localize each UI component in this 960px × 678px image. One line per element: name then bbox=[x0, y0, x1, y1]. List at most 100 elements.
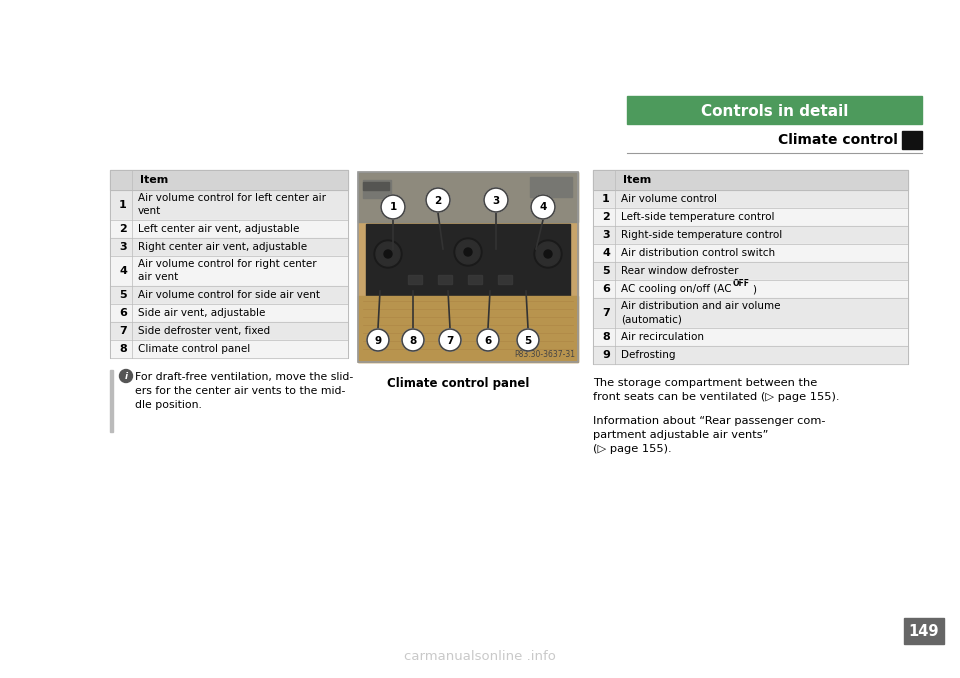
Text: 149: 149 bbox=[909, 624, 939, 639]
Bar bbox=[110, 238, 348, 256]
Text: Left center air vent, adjustable: Left center air vent, adjustable bbox=[138, 224, 300, 234]
Text: 1: 1 bbox=[119, 200, 127, 210]
Text: 7: 7 bbox=[446, 336, 454, 346]
Text: 6: 6 bbox=[119, 308, 127, 318]
Text: Air volume control: Air volume control bbox=[621, 194, 717, 204]
Circle shape bbox=[381, 195, 405, 219]
Text: 8: 8 bbox=[602, 332, 610, 342]
Bar bbox=[904, 618, 944, 644]
Text: i: i bbox=[125, 372, 128, 381]
Text: vent: vent bbox=[138, 206, 161, 216]
Circle shape bbox=[464, 248, 472, 256]
Bar bbox=[468, 275, 482, 284]
Text: Item: Item bbox=[623, 175, 651, 185]
Text: Information about “Rear passenger com-
partment adjustable air vents”
(▷ page 15: Information about “Rear passenger com- p… bbox=[593, 416, 826, 454]
Circle shape bbox=[376, 242, 400, 266]
Circle shape bbox=[534, 240, 562, 268]
Text: carmanualsonline .info: carmanualsonline .info bbox=[404, 650, 556, 662]
Bar bbox=[593, 226, 908, 244]
Text: For draft-free ventilation, move the slid-: For draft-free ventilation, move the sli… bbox=[135, 372, 353, 382]
Text: 4: 4 bbox=[602, 248, 610, 258]
Text: The storage compartment between the
front seats can be ventilated (▷ page 155).: The storage compartment between the fron… bbox=[593, 378, 839, 402]
Text: Defrosting: Defrosting bbox=[621, 350, 676, 360]
Text: 3: 3 bbox=[492, 195, 499, 205]
Text: AC cooling on/off (AC: AC cooling on/off (AC bbox=[621, 284, 732, 294]
Bar bbox=[110, 256, 348, 286]
Text: 8: 8 bbox=[119, 344, 127, 354]
Text: Air recirculation: Air recirculation bbox=[621, 332, 704, 342]
Text: ers for the center air vents to the mid-: ers for the center air vents to the mid- bbox=[135, 386, 346, 396]
Bar bbox=[593, 328, 908, 346]
Circle shape bbox=[454, 238, 482, 266]
Text: P83.30-3637-31: P83.30-3637-31 bbox=[514, 350, 575, 359]
Text: Side air vent, adjustable: Side air vent, adjustable bbox=[138, 308, 265, 318]
Bar bbox=[110, 370, 113, 432]
Text: 2: 2 bbox=[119, 224, 127, 234]
Circle shape bbox=[531, 195, 555, 219]
Bar bbox=[438, 275, 452, 284]
Text: 3: 3 bbox=[602, 230, 610, 240]
Bar bbox=[110, 340, 348, 358]
Circle shape bbox=[119, 370, 132, 382]
Bar bbox=[110, 304, 348, 322]
Text: (automatic): (automatic) bbox=[621, 314, 682, 324]
Circle shape bbox=[402, 329, 424, 351]
Circle shape bbox=[439, 329, 461, 351]
Bar bbox=[593, 170, 908, 190]
Text: Air volume control for left center air: Air volume control for left center air bbox=[138, 193, 326, 203]
Bar bbox=[358, 296, 578, 362]
Text: Right-side temperature control: Right-side temperature control bbox=[621, 230, 782, 240]
Bar bbox=[593, 262, 908, 280]
Bar bbox=[627, 96, 922, 124]
Text: 4: 4 bbox=[119, 266, 127, 276]
Text: 5: 5 bbox=[524, 336, 532, 346]
Bar bbox=[902, 131, 922, 149]
Text: OFF: OFF bbox=[733, 279, 750, 289]
Text: air vent: air vent bbox=[138, 272, 179, 282]
Circle shape bbox=[367, 329, 389, 351]
Text: Right center air vent, adjustable: Right center air vent, adjustable bbox=[138, 242, 307, 252]
Text: Air distribution control switch: Air distribution control switch bbox=[621, 248, 775, 258]
Text: Side defroster vent, fixed: Side defroster vent, fixed bbox=[138, 326, 270, 336]
Text: 7: 7 bbox=[602, 308, 610, 318]
Text: 5: 5 bbox=[119, 290, 127, 300]
Circle shape bbox=[477, 329, 499, 351]
Bar bbox=[363, 180, 391, 198]
Text: ): ) bbox=[752, 284, 756, 294]
Bar bbox=[593, 190, 908, 208]
Text: 9: 9 bbox=[374, 336, 381, 346]
Bar bbox=[593, 244, 908, 262]
Text: 1: 1 bbox=[390, 203, 396, 212]
Text: Climate control panel: Climate control panel bbox=[387, 377, 529, 390]
Circle shape bbox=[484, 188, 508, 212]
Text: 7: 7 bbox=[119, 326, 127, 336]
Text: Air volume control for side air vent: Air volume control for side air vent bbox=[138, 290, 320, 300]
Bar bbox=[110, 286, 348, 304]
Text: 6: 6 bbox=[602, 284, 610, 294]
Bar bbox=[408, 275, 422, 284]
Text: 2: 2 bbox=[602, 212, 610, 222]
Bar bbox=[593, 346, 908, 364]
Bar bbox=[110, 170, 348, 190]
Text: Controls in detail: Controls in detail bbox=[701, 104, 849, 119]
Bar bbox=[110, 190, 348, 220]
Text: dle position.: dle position. bbox=[135, 400, 202, 410]
Bar bbox=[530, 177, 572, 197]
Text: 5: 5 bbox=[602, 266, 610, 276]
Bar bbox=[358, 172, 578, 222]
Bar bbox=[110, 220, 348, 238]
Text: 1: 1 bbox=[602, 194, 610, 204]
Text: 4: 4 bbox=[540, 203, 546, 212]
Text: Climate control: Climate control bbox=[779, 133, 898, 147]
Text: Left-side temperature control: Left-side temperature control bbox=[621, 212, 775, 222]
Bar bbox=[358, 172, 578, 362]
Text: 6: 6 bbox=[485, 336, 492, 346]
Circle shape bbox=[544, 250, 552, 258]
Circle shape bbox=[536, 242, 560, 266]
Circle shape bbox=[517, 329, 539, 351]
Text: Item: Item bbox=[140, 175, 168, 185]
Bar bbox=[110, 322, 348, 340]
Bar bbox=[593, 298, 908, 328]
Text: 9: 9 bbox=[602, 350, 610, 360]
Text: 8: 8 bbox=[409, 336, 417, 346]
